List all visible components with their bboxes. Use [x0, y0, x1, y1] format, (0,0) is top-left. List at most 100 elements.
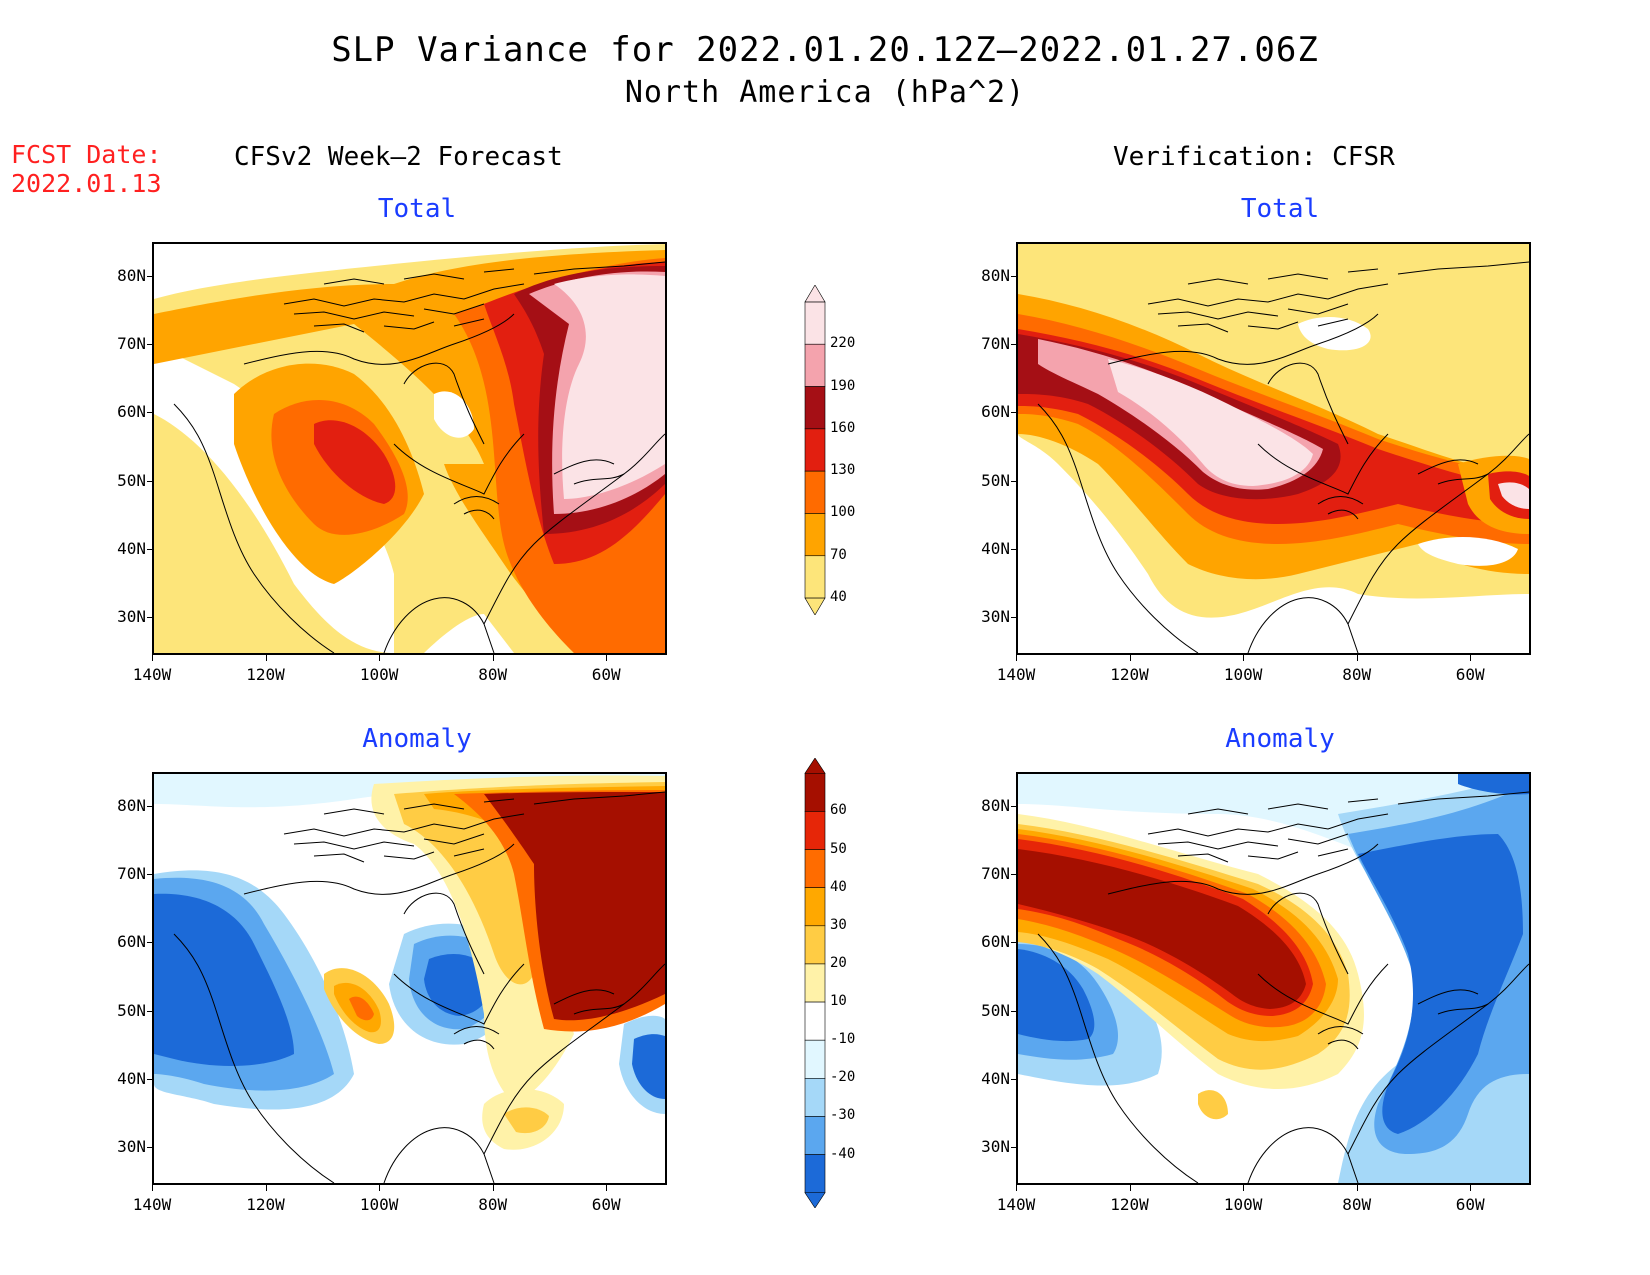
lon-tick-label: 100W — [359, 1195, 399, 1214]
lat-tick-mark — [1011, 481, 1017, 482]
lat-tick-label: 60N — [981, 932, 1010, 952]
colorbar-anomaly-swatch — [804, 772, 826, 812]
colorbar-total-label: 220 — [830, 335, 856, 352]
lat-tick-label: 70N — [981, 334, 1010, 354]
lat-tick-mark — [147, 412, 153, 413]
ver-total-map — [1016, 242, 1531, 655]
lat-tick-mark — [1011, 874, 1017, 875]
colorbar-total-swatch — [804, 386, 826, 430]
lon-tick-label: 100W — [359, 665, 399, 684]
lat-tick-mark — [1011, 1079, 1017, 1080]
colorbar-total-top-arrow — [804, 285, 826, 303]
lat-tick-mark — [1011, 942, 1017, 943]
lat-tick-label: 30N — [117, 1136, 146, 1156]
lon-tick-mark — [1016, 655, 1017, 661]
colorbar-total-swatch — [804, 555, 826, 599]
colorbar-total-label: 160 — [830, 419, 856, 436]
lon-tick-mark — [606, 655, 607, 661]
lon-tick-mark — [1243, 655, 1244, 661]
lon-tick-label: 100W — [1223, 1195, 1263, 1214]
lon-tick-mark — [606, 1185, 607, 1191]
lon-tick-label: 60W — [1455, 665, 1485, 684]
lon-tick-label: 120W — [1110, 665, 1149, 684]
lon-tick-label: 80W — [1342, 1195, 1372, 1214]
colorbar-anomaly-swatch — [804, 811, 826, 850]
lon-tick-mark — [379, 1185, 380, 1191]
fcst-date-caption: FCST Date: — [11, 140, 162, 169]
colorbar-total-label: 130 — [830, 462, 856, 479]
lon-tick-mark — [1016, 1185, 1017, 1191]
lat-tick-mark — [147, 806, 153, 807]
lat-tick-label: 80N — [117, 796, 146, 816]
lon-tick-label: 140W — [996, 1195, 1036, 1214]
lon-tick-mark — [152, 655, 153, 661]
lon-tick-mark — [266, 655, 267, 661]
lat-tick-label: 50N — [117, 1000, 146, 1020]
colorbar-anomaly-label: -40 — [830, 1145, 856, 1162]
colorbar-anomaly-swatch — [804, 1078, 826, 1117]
lat-tick-mark — [147, 344, 153, 345]
lon-tick-label: 140W — [132, 665, 172, 684]
lon-tick-label: 140W — [132, 1195, 172, 1214]
lat-tick-mark — [1011, 1011, 1017, 1012]
lon-tick-mark — [1357, 655, 1358, 661]
fcst-total-map — [152, 242, 667, 655]
fcst-date-label: FCST Date: 2022.01.13 — [11, 140, 162, 198]
colorbar-total-swatch — [804, 343, 826, 387]
colorbar-total-swatch — [804, 513, 826, 557]
lon-tick-label: 120W — [246, 665, 285, 684]
fcst-total-title: Total — [377, 194, 457, 224]
lat-tick-mark — [1011, 806, 1017, 807]
lon-tick-label: 80W — [478, 1195, 508, 1214]
lon-tick-mark — [266, 1185, 267, 1191]
lat-tick-mark — [1011, 549, 1017, 550]
right-column-title: Verification: CFSR — [1113, 142, 1395, 172]
lat-tick-label: 60N — [117, 932, 146, 952]
fcst-anomaly-title: Anomaly — [362, 724, 472, 754]
figure-subtitle: North America (hPa^2) — [624, 75, 1026, 110]
lon-tick-label: 60W — [591, 665, 621, 684]
lat-tick-mark — [1011, 344, 1017, 345]
lat-tick-label: 30N — [117, 606, 146, 626]
colorbar-total-label: 190 — [830, 377, 856, 394]
colorbar-anomaly-bottom-arrow — [804, 1192, 826, 1208]
lat-tick-label: 80N — [981, 796, 1010, 816]
figure-title: SLP Variance for 2022.01.20.12Z—2022.01.… — [331, 30, 1319, 70]
lat-tick-label: 40N — [981, 1068, 1010, 1088]
lat-tick-mark — [147, 1079, 153, 1080]
fcst-anomaly-map — [152, 772, 667, 1185]
colorbar-anomaly-label: -30 — [830, 1107, 856, 1124]
lat-tick-mark — [1011, 617, 1017, 618]
lat-tick-mark — [147, 1011, 153, 1012]
colorbar-total-label: 100 — [830, 504, 856, 521]
colorbar-total-swatches — [804, 285, 826, 615]
colorbar-total-bottom-arrow — [804, 597, 826, 615]
lon-tick-mark — [1470, 1185, 1471, 1191]
lat-tick-label: 70N — [117, 864, 146, 884]
lat-tick-label: 70N — [981, 864, 1010, 884]
colorbar-total: 220 190 160 130 100 70 40 — [800, 285, 860, 615]
colorbar-anomaly-swatch — [804, 1039, 826, 1079]
lat-tick-mark — [1011, 276, 1017, 277]
lon-tick-label: 120W — [1110, 1195, 1149, 1214]
colorbar-total-swatch — [804, 301, 826, 345]
lat-tick-label: 50N — [981, 1000, 1010, 1020]
lat-tick-label: 40N — [981, 538, 1010, 558]
colorbar-anomaly-swatch — [804, 1116, 826, 1155]
lat-tick-label: 80N — [981, 266, 1010, 286]
colorbar-anomaly-label: 30 — [830, 916, 847, 933]
colorbar-total-swatch — [804, 470, 826, 514]
colorbar-anomaly-swatch — [804, 887, 826, 927]
lon-tick-label: 60W — [1455, 1195, 1485, 1214]
lon-tick-mark — [1470, 655, 1471, 661]
lon-tick-mark — [1357, 1185, 1358, 1191]
colorbar-anomaly-swatch — [804, 1001, 826, 1041]
lat-tick-label: 60N — [981, 402, 1010, 422]
colorbar-total-swatch — [804, 428, 826, 472]
lat-tick-label: 40N — [117, 538, 146, 558]
colorbar-anomaly-label: 10 — [830, 993, 847, 1010]
colorbar-anomaly-label: -10 — [830, 1031, 856, 1048]
lat-tick-mark — [147, 276, 153, 277]
lon-tick-label: 60W — [591, 1195, 621, 1214]
colorbar-anomaly-swatch — [804, 963, 826, 1003]
